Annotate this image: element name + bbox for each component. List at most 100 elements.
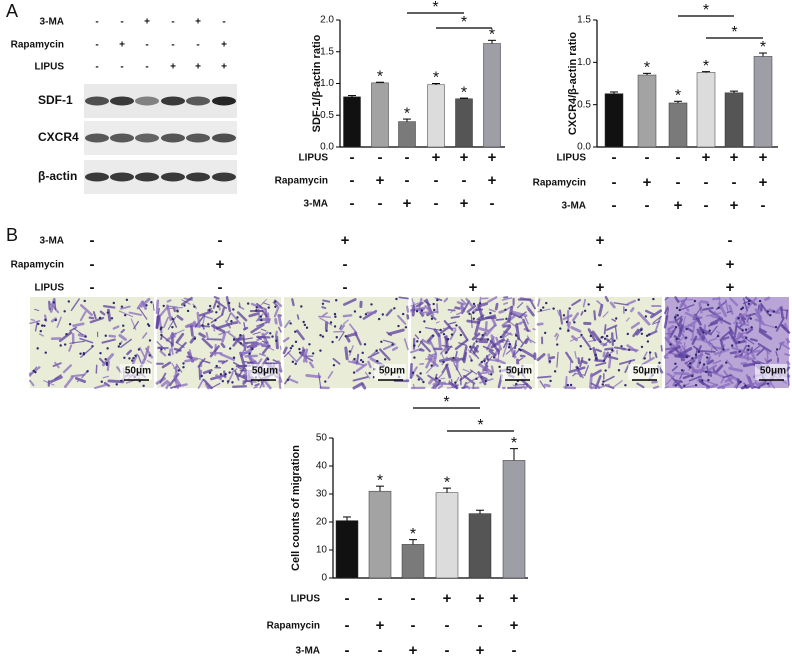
nucleus <box>689 362 692 365</box>
blot-strip <box>84 84 237 118</box>
nucleus <box>267 306 270 309</box>
cell <box>424 305 435 316</box>
cell <box>73 327 84 336</box>
nucleus <box>432 302 435 306</box>
cell <box>198 364 201 381</box>
nucleus <box>691 374 694 378</box>
nucleus <box>605 334 609 338</box>
cell <box>593 310 597 321</box>
cell <box>483 357 499 362</box>
bar <box>753 56 773 148</box>
cell <box>611 380 623 389</box>
nucleus <box>498 365 501 369</box>
nucleus <box>706 356 709 359</box>
nucleus <box>694 353 698 357</box>
cell <box>602 337 612 347</box>
cell <box>38 333 44 337</box>
nucleus <box>291 344 294 348</box>
nucleus <box>142 384 145 388</box>
nucleus <box>478 302 482 305</box>
nucleus <box>120 305 124 308</box>
nucleus <box>772 310 776 313</box>
nucleus <box>683 384 686 387</box>
condition-sign: + <box>476 642 485 659</box>
cell <box>726 310 732 314</box>
significance-star: * <box>489 27 495 44</box>
condition-sign: + <box>469 279 478 296</box>
nucleus <box>576 366 579 369</box>
cell <box>722 374 733 379</box>
condition-sign: + <box>488 172 497 189</box>
nucleus <box>219 373 223 376</box>
cell <box>537 308 551 313</box>
nucleus <box>160 326 163 329</box>
nucleus <box>321 302 325 305</box>
bar <box>398 121 416 148</box>
cell <box>677 324 684 338</box>
cell <box>419 340 431 353</box>
nucleus <box>640 328 643 332</box>
cell <box>155 314 161 330</box>
nucleus <box>231 367 234 371</box>
cell <box>707 321 719 327</box>
error-bar <box>443 487 451 493</box>
cell <box>258 353 267 357</box>
condition-label: LIPUS <box>291 594 321 605</box>
nucleus <box>230 319 233 323</box>
cell <box>680 304 695 311</box>
cell <box>740 316 746 324</box>
cell <box>439 325 451 334</box>
cell <box>604 347 614 351</box>
condition-sign: + <box>195 62 201 73</box>
cell <box>688 318 699 327</box>
nucleus <box>627 348 631 351</box>
cell <box>733 383 738 389</box>
cell <box>742 297 748 312</box>
cell <box>511 310 528 318</box>
cell <box>704 379 718 386</box>
cell <box>632 328 640 338</box>
cell <box>242 379 248 385</box>
condition-sign: + <box>221 40 227 51</box>
cell <box>435 321 440 324</box>
cell <box>282 346 288 355</box>
nucleus <box>562 314 566 317</box>
nucleus <box>766 310 770 313</box>
cell <box>58 331 73 343</box>
nucleus <box>545 301 548 305</box>
cell <box>426 334 435 343</box>
cell <box>99 310 106 316</box>
nucleus <box>221 379 225 383</box>
cell <box>695 347 698 359</box>
condition-sign: - <box>411 590 416 607</box>
cell <box>255 321 268 327</box>
nucleus <box>432 334 435 337</box>
cell <box>203 315 214 320</box>
cell <box>766 358 773 364</box>
nucleus <box>504 308 507 312</box>
scale-bg <box>120 364 152 380</box>
cell <box>469 369 478 375</box>
cell <box>702 306 714 311</box>
significance-star: * <box>410 526 416 543</box>
cell <box>421 339 432 345</box>
nucleus <box>707 378 710 382</box>
cell <box>349 345 354 356</box>
cell <box>664 306 669 315</box>
nucleus <box>236 316 239 319</box>
cell <box>454 364 463 379</box>
nucleus <box>224 372 227 376</box>
cell <box>532 328 536 331</box>
cell <box>580 311 584 316</box>
nucleus <box>331 340 334 344</box>
cell <box>209 345 220 358</box>
cell <box>745 296 758 310</box>
nucleus <box>370 303 373 306</box>
cell <box>397 314 407 325</box>
cell <box>678 347 693 357</box>
error-bar <box>376 485 384 492</box>
cell <box>411 298 415 307</box>
condition-sign: - <box>120 17 123 28</box>
nucleus <box>86 370 89 373</box>
nucleus <box>569 383 573 387</box>
